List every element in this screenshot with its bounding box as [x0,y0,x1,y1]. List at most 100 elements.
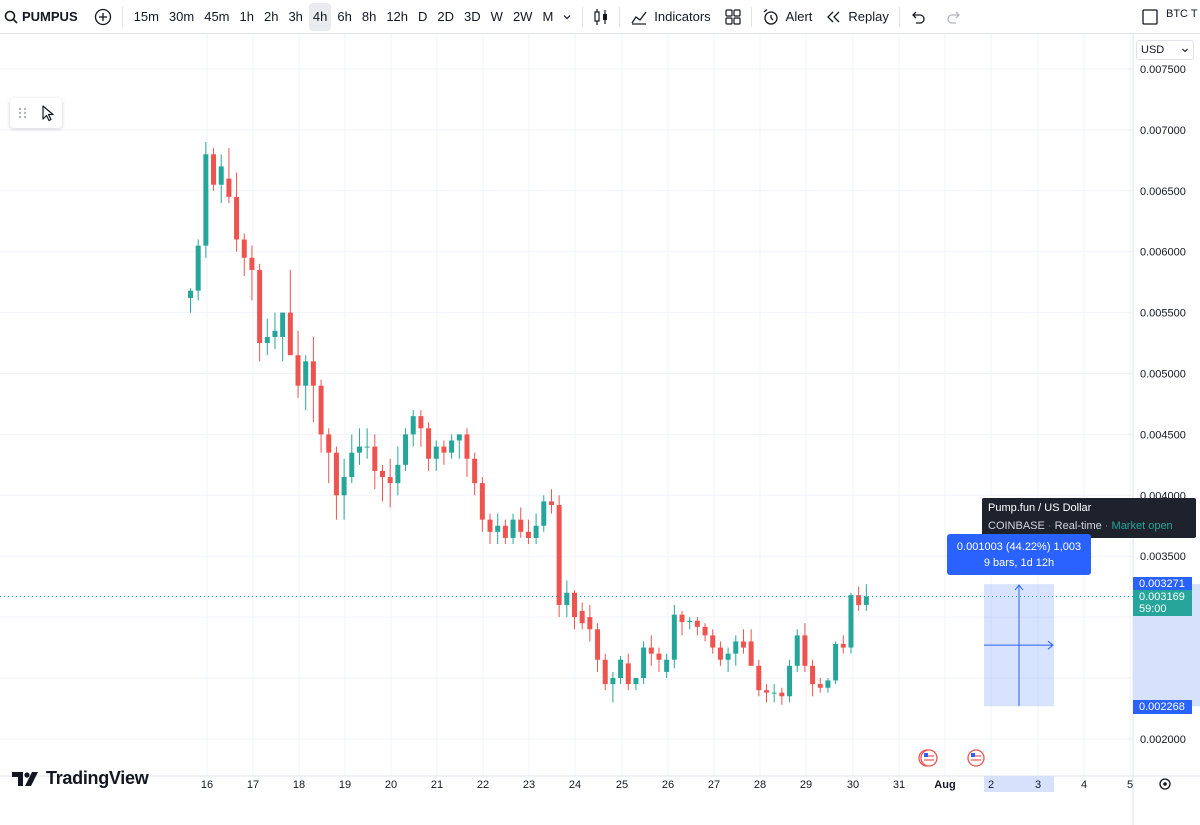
interval-button-15m[interactable]: 15m [133,9,159,24]
candle-body [779,692,785,697]
interval-button-2w[interactable]: 2W [512,9,533,24]
interval-button-3h[interactable]: 3h [288,9,303,24]
chart-type-button[interactable] [589,3,613,31]
symbol-info-tooltip: Pump.fun / US Dollar COINBASE · Real-tim… [982,498,1196,538]
layouts-button[interactable] [721,3,745,31]
interval-button-m[interactable]: M [542,9,554,24]
candle-body [188,290,193,298]
indicators-button[interactable]: Indicators [626,3,714,31]
replay-button[interactable]: Replay [822,3,892,31]
compare-symbol-button[interactable] [90,3,116,31]
interval-button-3d[interactable]: 3D [464,9,481,24]
settings-gear-icon[interactable] [1159,778,1171,790]
interval-button-2h[interactable]: 2h [263,9,279,24]
candle-body [510,519,516,538]
top-toolbar: PUMPUS 15m 30m 45m 1h 2h 3h 4h 6h 8h 12h D 2D 3D W 2W M… [0,0,1200,34]
us-flag-event-icon[interactable] [967,749,985,767]
candle-body [264,336,270,344]
compare-symbol-label[interactable]: BTC T [1166,8,1198,20]
interval-dropdown-button[interactable] [558,3,576,31]
tooltip-exchange: COINBASE [988,520,1045,532]
toolbar-separator [619,6,621,27]
candle-body [548,501,554,506]
candle-body [618,659,624,678]
price-axis-label: 0.005500 [1140,308,1186,320]
time-axis-label: 29 [800,779,812,791]
currency-select[interactable]: USD [1136,40,1194,60]
indicators-label: Indicators [654,9,711,24]
candle-body [441,446,447,453]
time-axis-label: 18 [293,779,305,791]
interval-button-4h[interactable]: 4h [308,2,332,31]
symbol-label: PUMPUS [22,9,78,24]
candle-body [771,692,777,694]
interval-button-6h[interactable]: 6h [337,9,352,24]
grid-icon [725,8,741,25]
candle-body [318,385,324,435]
interval-button-1h[interactable]: 1h [239,9,254,24]
interval-button-8h[interactable]: 8h [361,9,377,24]
time-axis-label: 3 [1035,779,1041,791]
tradingview-logo[interactable]: TradingView [12,768,149,789]
candle-body [518,519,524,532]
candle-body [395,464,401,484]
candle-body [433,446,439,459]
cursor-arrow-icon[interactable] [40,104,56,122]
drag-handle-icon[interactable] [16,105,30,121]
settings-gear-center [1163,782,1167,786]
undo-button[interactable] [906,3,930,31]
candle-body [733,641,739,654]
time-axis-label: 24 [569,779,581,791]
candle-body [740,641,746,648]
time-axis-label: 17 [247,779,259,791]
candle-body [717,647,723,660]
candle-body [349,452,355,478]
measure-change: 0.001003 (44.22%) 1,003 [956,541,1082,553]
candle-body [671,614,677,660]
candle-body [464,434,470,459]
interval-button-45m[interactable]: 45m [204,9,230,24]
candle-body [211,154,217,185]
arrow-right-icon [1047,640,1054,650]
candle-body [280,312,286,337]
candle-body [333,452,339,496]
candle-body [541,501,547,526]
chart-area[interactable]: 0.007500 0.007000 0.006500 0.006000 0.005500… [0,34,1200,825]
interval-button-12h[interactable]: 12h [386,9,409,24]
price-tag-lower: 0.002268 [1133,700,1192,714]
candle-body [303,361,309,386]
candle-body [810,665,816,685]
square-icon [1142,9,1158,25]
undo-icon [911,11,925,24]
price-axis-label: 0.002000 [1140,734,1186,746]
fullscreen-button[interactable] [1138,3,1162,31]
symbol-search-button[interactable]: PUMPUS [0,3,82,31]
redo-button[interactable] [942,3,966,31]
time-axis-label: 27 [708,779,720,791]
time-axis-label: 22 [477,779,489,791]
candle-body [295,355,301,386]
interval-button-d[interactable]: D [418,9,428,24]
us-flag-event-icon[interactable] [920,749,938,767]
tooltip-title: Pump.fun / US Dollar [988,502,1092,514]
interval-button-w[interactable]: W [490,9,503,24]
candle-body [556,505,562,605]
currency-value: USD [1141,44,1165,56]
interval-button-30m[interactable]: 30m [168,9,195,24]
alert-button[interactable]: Alert [758,3,817,31]
candle-body [410,416,416,435]
time-axis-label: 20 [385,779,397,791]
candle-body [272,330,278,337]
interval-button-2d[interactable]: 2D [437,9,455,24]
candle-body [595,629,601,660]
indicators-icon [631,11,647,25]
candle-body [380,470,385,478]
candle-body [449,440,455,453]
candle-body [817,684,823,688]
candle-body [794,635,800,666]
candle-body [641,647,647,678]
time-range-highlight [984,776,1054,792]
price-chart[interactable]: 0.007500 0.007000 0.006500 0.006000 0.005500… [0,34,1200,825]
candle-body [525,531,531,538]
time-axis-label: Aug [934,779,955,791]
